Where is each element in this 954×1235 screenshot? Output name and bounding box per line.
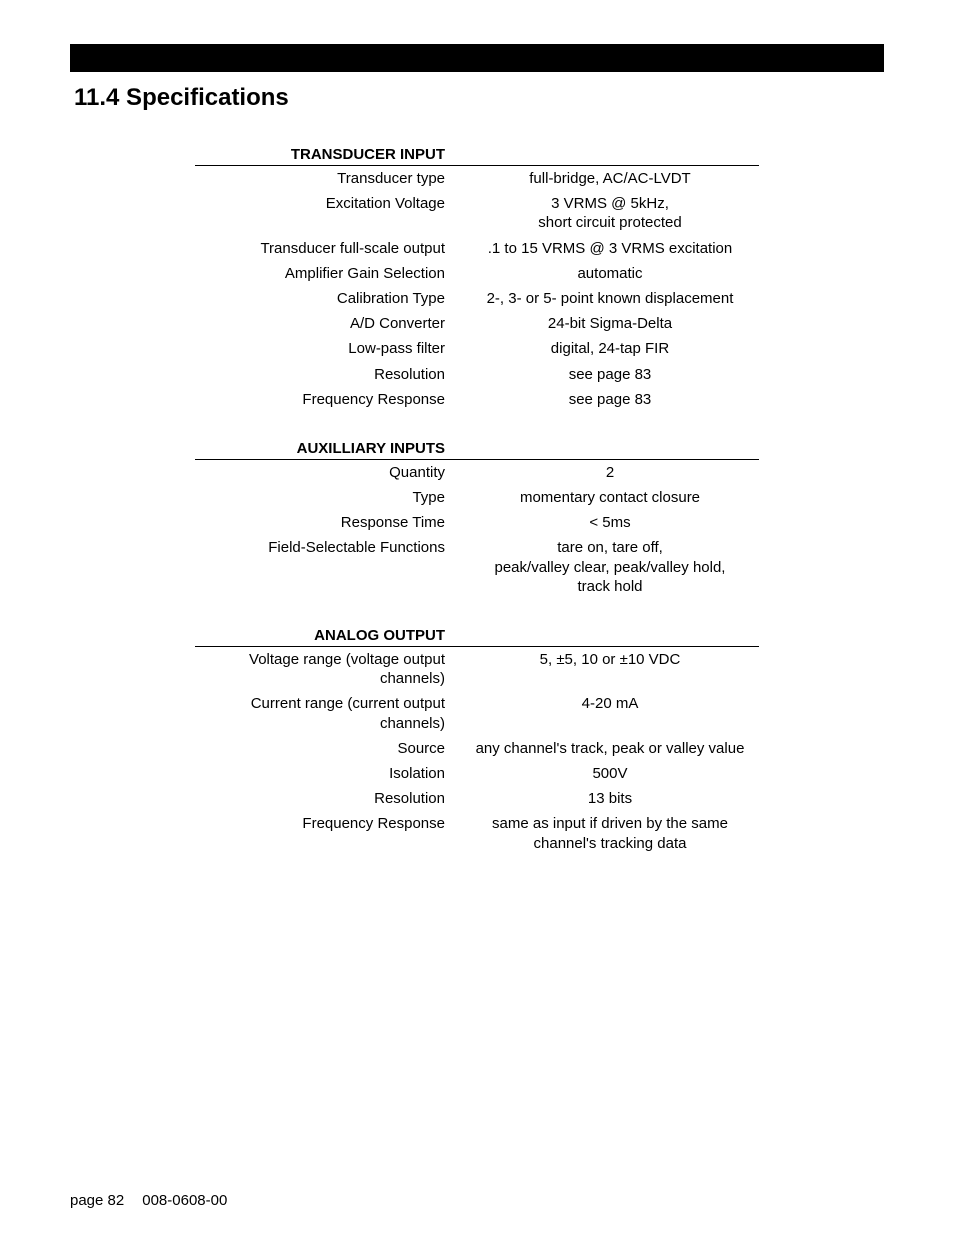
spec-row-value: tare on, tare off,peak/valley clear, pea… [453,538,759,596]
spec-row-label: Resolution [195,789,453,808]
spec-row-label: Isolation [195,764,453,783]
spec-row-value: 3 VRMS @ 5kHz,short circuit protected [453,194,759,232]
spec-row-label: Type [195,488,453,507]
spec-row: Voltage range (voltage output channels)5… [195,647,759,691]
spec-row-label: Calibration Type [195,289,453,308]
spec-row-value: digital, 24-tap FIR [453,339,759,358]
spec-row-label: Quantity [195,463,453,482]
spec-row: Low-pass filterdigital, 24-tap FIR [195,336,759,361]
spec-row-label: A/D Converter [195,314,453,333]
spec-row-value: 4-20 mA [453,694,759,732]
spec-row-label: Voltage range (voltage output channels) [195,650,453,688]
spec-row-value: same as input if driven by the same chan… [453,814,759,852]
footer-page-number: page 82 [70,1192,124,1209]
spec-table-header: ANALOG OUTPUT [195,627,759,647]
spec-row: Excitation Voltage3 VRMS @ 5kHz,short ci… [195,191,759,235]
spec-row-value: see page 83 [453,365,759,384]
section-title: 11.4 Specifications [74,84,884,112]
spec-row-value: .1 to 15 VRMS @ 3 VRMS excitation [453,239,759,258]
spec-row-label: Source [195,739,453,758]
spec-table: AUXILLIARY INPUTSQuantity2Typemomentary … [195,440,759,599]
spec-row-label: Low-pass filter [195,339,453,358]
spec-row-label: Resolution [195,365,453,384]
spec-row-label: Transducer type [195,169,453,188]
spec-table: TRANSDUCER INPUT Transducer typefull-brid… [195,146,759,412]
spec-row-label: Frequency Response [195,814,453,852]
spec-row: Isolation500V [195,761,759,786]
spec-row: Sourceany channel's track, peak or valle… [195,736,759,761]
spec-row: Transducer typefull-bridge, AC/AC-LVDT [195,166,759,191]
spec-row-label: Field-Selectable Functions [195,538,453,596]
spec-row: Current range (current output channels)4… [195,691,759,735]
spec-row: Transducer full-scale output.1 to 15 VRM… [195,236,759,261]
page-footer: page 82 008-0608-00 [70,1192,227,1209]
spec-table-header: TRANSDUCER INPUT [195,146,759,166]
spec-table-title: AUXILLIARY INPUTS [195,440,453,457]
spec-row: Calibration Type2-, 3- or 5- point known… [195,286,759,311]
spec-row-value: 500V [453,764,759,783]
spec-row-value: 13 bits [453,789,759,808]
spec-row-value: full-bridge, AC/AC-LVDT [453,169,759,188]
spec-row-value: automatic [453,264,759,283]
spec-row: A/D Converter24-bit Sigma-Delta [195,311,759,336]
spec-row-label: Excitation Voltage [195,194,453,232]
spec-row: Amplifier Gain Selectionautomatic [195,261,759,286]
header-black-bar [70,44,884,72]
spec-row-value: 24-bit Sigma-Delta [453,314,759,333]
spec-row-value: any channel's track, peak or valley valu… [453,739,759,758]
spec-table-header-spacer [453,440,759,457]
spec-row: Typemomentary contact closure [195,485,759,510]
spec-table-header-spacer [453,146,759,163]
spec-table: ANALOG OUTPUT Voltage range (voltage outp… [195,627,759,856]
spec-row-value: < 5ms [453,513,759,532]
spec-row-label: Current range (current output channels) [195,694,453,732]
spec-row-label: Transducer full-scale output [195,239,453,258]
spec-row: Frequency Responsesee page 83 [195,387,759,412]
spec-row-value: 5, ±5, 10 or ±10 VDC [453,650,759,688]
spec-row: Response Time< 5ms [195,510,759,535]
spec-row-label: Amplifier Gain Selection [195,264,453,283]
spec-row-value: 2 [453,463,759,482]
spec-row-value: momentary contact closure [453,488,759,507]
spec-table-title: TRANSDUCER INPUT [195,146,453,163]
spec-row-label: Frequency Response [195,390,453,409]
footer-doc-number: 008-0608-00 [142,1192,227,1209]
spec-row: Resolution13 bits [195,786,759,811]
spec-row: Resolutionsee page 83 [195,362,759,387]
spec-table-header: AUXILLIARY INPUTS [195,440,759,460]
spec-row-label: Response Time [195,513,453,532]
spec-tables-container: TRANSDUCER INPUT Transducer typefull-brid… [70,146,884,856]
spec-table-header-spacer [453,627,759,644]
spec-row: Quantity2 [195,460,759,485]
spec-table-title: ANALOG OUTPUT [195,627,453,644]
spec-row: Frequency Responsesame as input if drive… [195,811,759,855]
spec-row-value: see page 83 [453,390,759,409]
spec-row: Field-Selectable Functionstare on, tare … [195,535,759,599]
page: 11.4 Specifications TRANSDUCER INPUT Tran… [0,0,954,1235]
spec-row-value: 2-, 3- or 5- point known displacement [453,289,759,308]
